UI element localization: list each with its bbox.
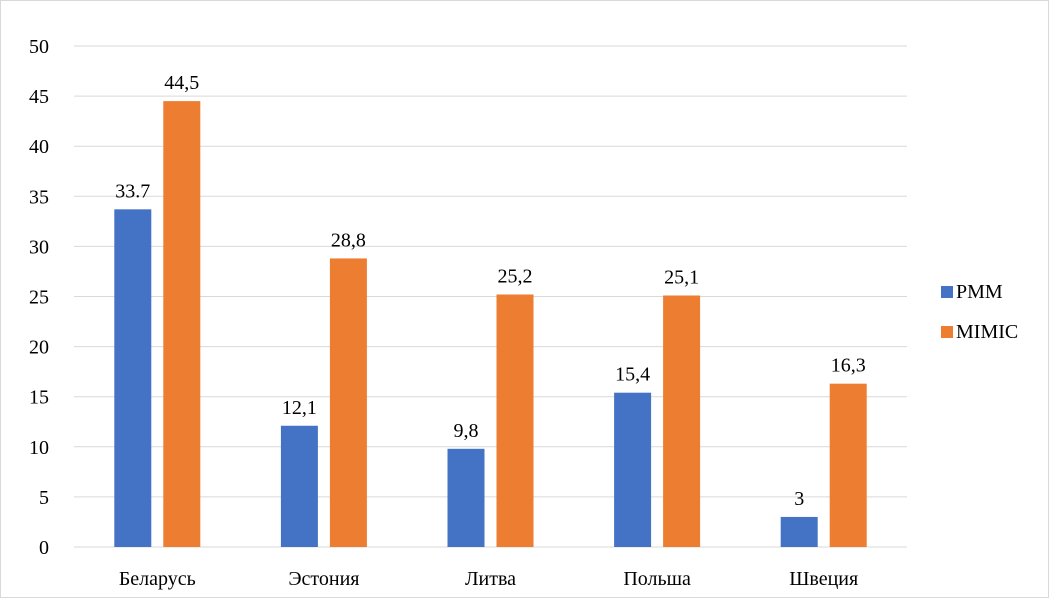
legend-swatch-pmm [941, 286, 953, 298]
legend-swatch-mimic [941, 326, 953, 338]
x-tick-label: Беларусь [119, 568, 196, 590]
bar-mimic [329, 258, 367, 547]
gridlines [74, 45, 907, 548]
data-label: 28,8 [331, 229, 366, 251]
bar-mimic [663, 295, 701, 547]
data-label: 12,1 [282, 397, 317, 419]
y-tick-label: 40 [29, 136, 49, 158]
y-tick-label: 5 [39, 487, 49, 509]
data-label: 15,4 [615, 364, 650, 386]
y-tick-label: 0 [39, 537, 49, 559]
y-tick-label: 10 [29, 437, 49, 459]
data-label: 16,3 [831, 355, 866, 377]
data-label: 9,8 [454, 420, 479, 442]
y-tick-label: 50 [29, 36, 49, 58]
y-tick-label: 20 [29, 337, 49, 359]
legend: PMM MIMIC [941, 281, 1018, 343]
bar-mimic [496, 294, 534, 547]
y-tick-label: 15 [29, 387, 49, 409]
bar-mimic [829, 383, 867, 547]
x-axis-labels: Беларусь Эстония Литва Польша Швеция [119, 568, 858, 590]
legend-label-mimic: MIMIC [956, 321, 1018, 343]
x-tick-label: Эстония [288, 568, 359, 590]
data-label: 25,1 [664, 266, 699, 288]
data-label: 44,5 [164, 72, 199, 94]
data-label: 25,2 [498, 265, 533, 287]
bars [114, 101, 867, 548]
data-labels: 33.7 44,5 12,1 28,8 9,8 25,2 15,4 25,1 3 16,3 [115, 72, 865, 510]
y-axis-labels: 0 5 10 15 20 25 30 35 40 45 50 [29, 36, 49, 559]
y-tick-label: 35 [29, 186, 49, 208]
bar-pmm [114, 209, 152, 548]
y-tick-label: 25 [29, 287, 49, 309]
x-tick-label: Швеция [789, 568, 858, 590]
y-tick-label: 30 [29, 236, 49, 258]
bar-mimic [163, 101, 201, 548]
bar-pmm [447, 448, 485, 547]
y-tick-label: 45 [29, 86, 49, 108]
data-label: 33.7 [115, 180, 150, 202]
bar-pmm [780, 516, 818, 547]
data-label: 3 [794, 488, 804, 510]
bar-pmm [280, 425, 318, 547]
bar-pmm [614, 392, 652, 547]
x-tick-label: Литва [465, 568, 516, 590]
legend-label-pmm: PMM [956, 281, 1003, 303]
x-tick-label: Польша [623, 568, 691, 590]
